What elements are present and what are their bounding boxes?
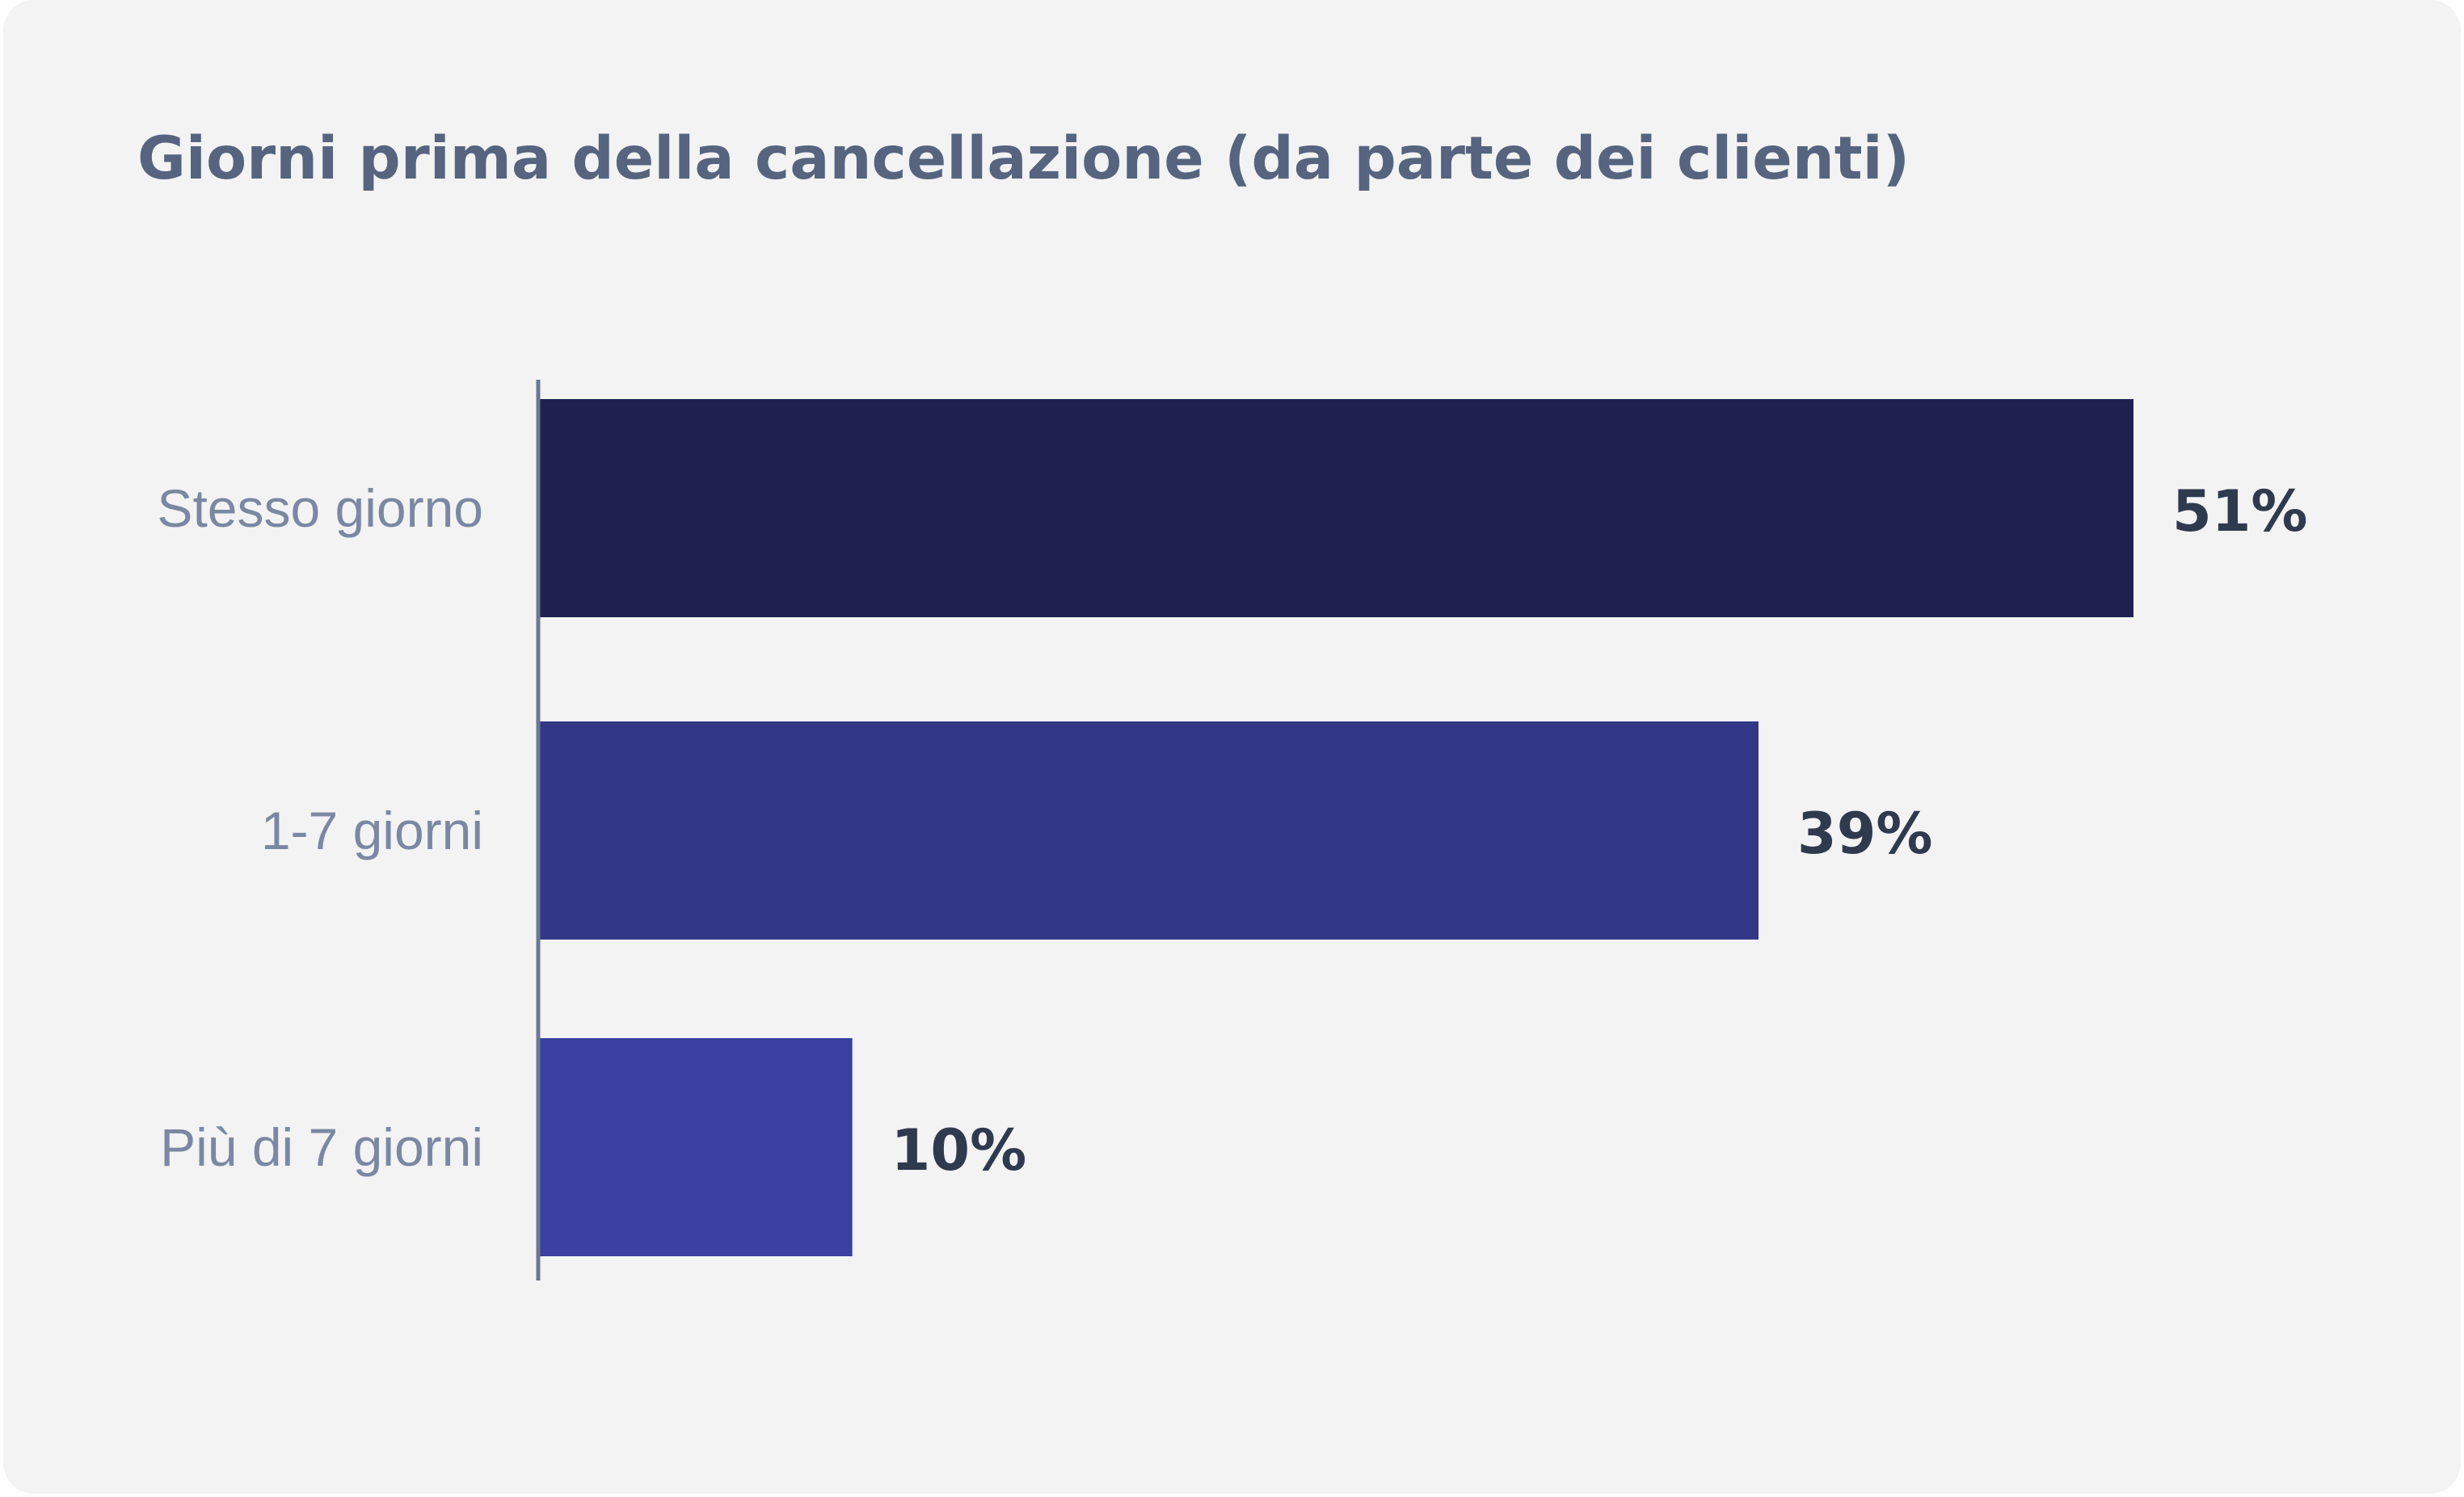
value-label: 39% [1797, 801, 1933, 867]
category-labels-group: Stesso giorno 1-7 giorni Più di 7 giorni [157, 478, 483, 1177]
bar-1 [540, 399, 2133, 617]
bars-group [540, 399, 2133, 1256]
value-label: 51% [2172, 478, 2308, 545]
bar-3 [540, 1038, 853, 1256]
category-label: 1-7 giorni [261, 801, 483, 860]
value-label: 10% [891, 1117, 1027, 1184]
bar-2 [540, 721, 1758, 940]
value-labels-group: 51% 39% 10% [891, 478, 2308, 1184]
category-label: Più di 7 giorni [160, 1117, 483, 1177]
category-label: Stesso giorno [157, 478, 483, 538]
chart-title: Giorni prima della cancellazione (da par… [137, 124, 1910, 193]
